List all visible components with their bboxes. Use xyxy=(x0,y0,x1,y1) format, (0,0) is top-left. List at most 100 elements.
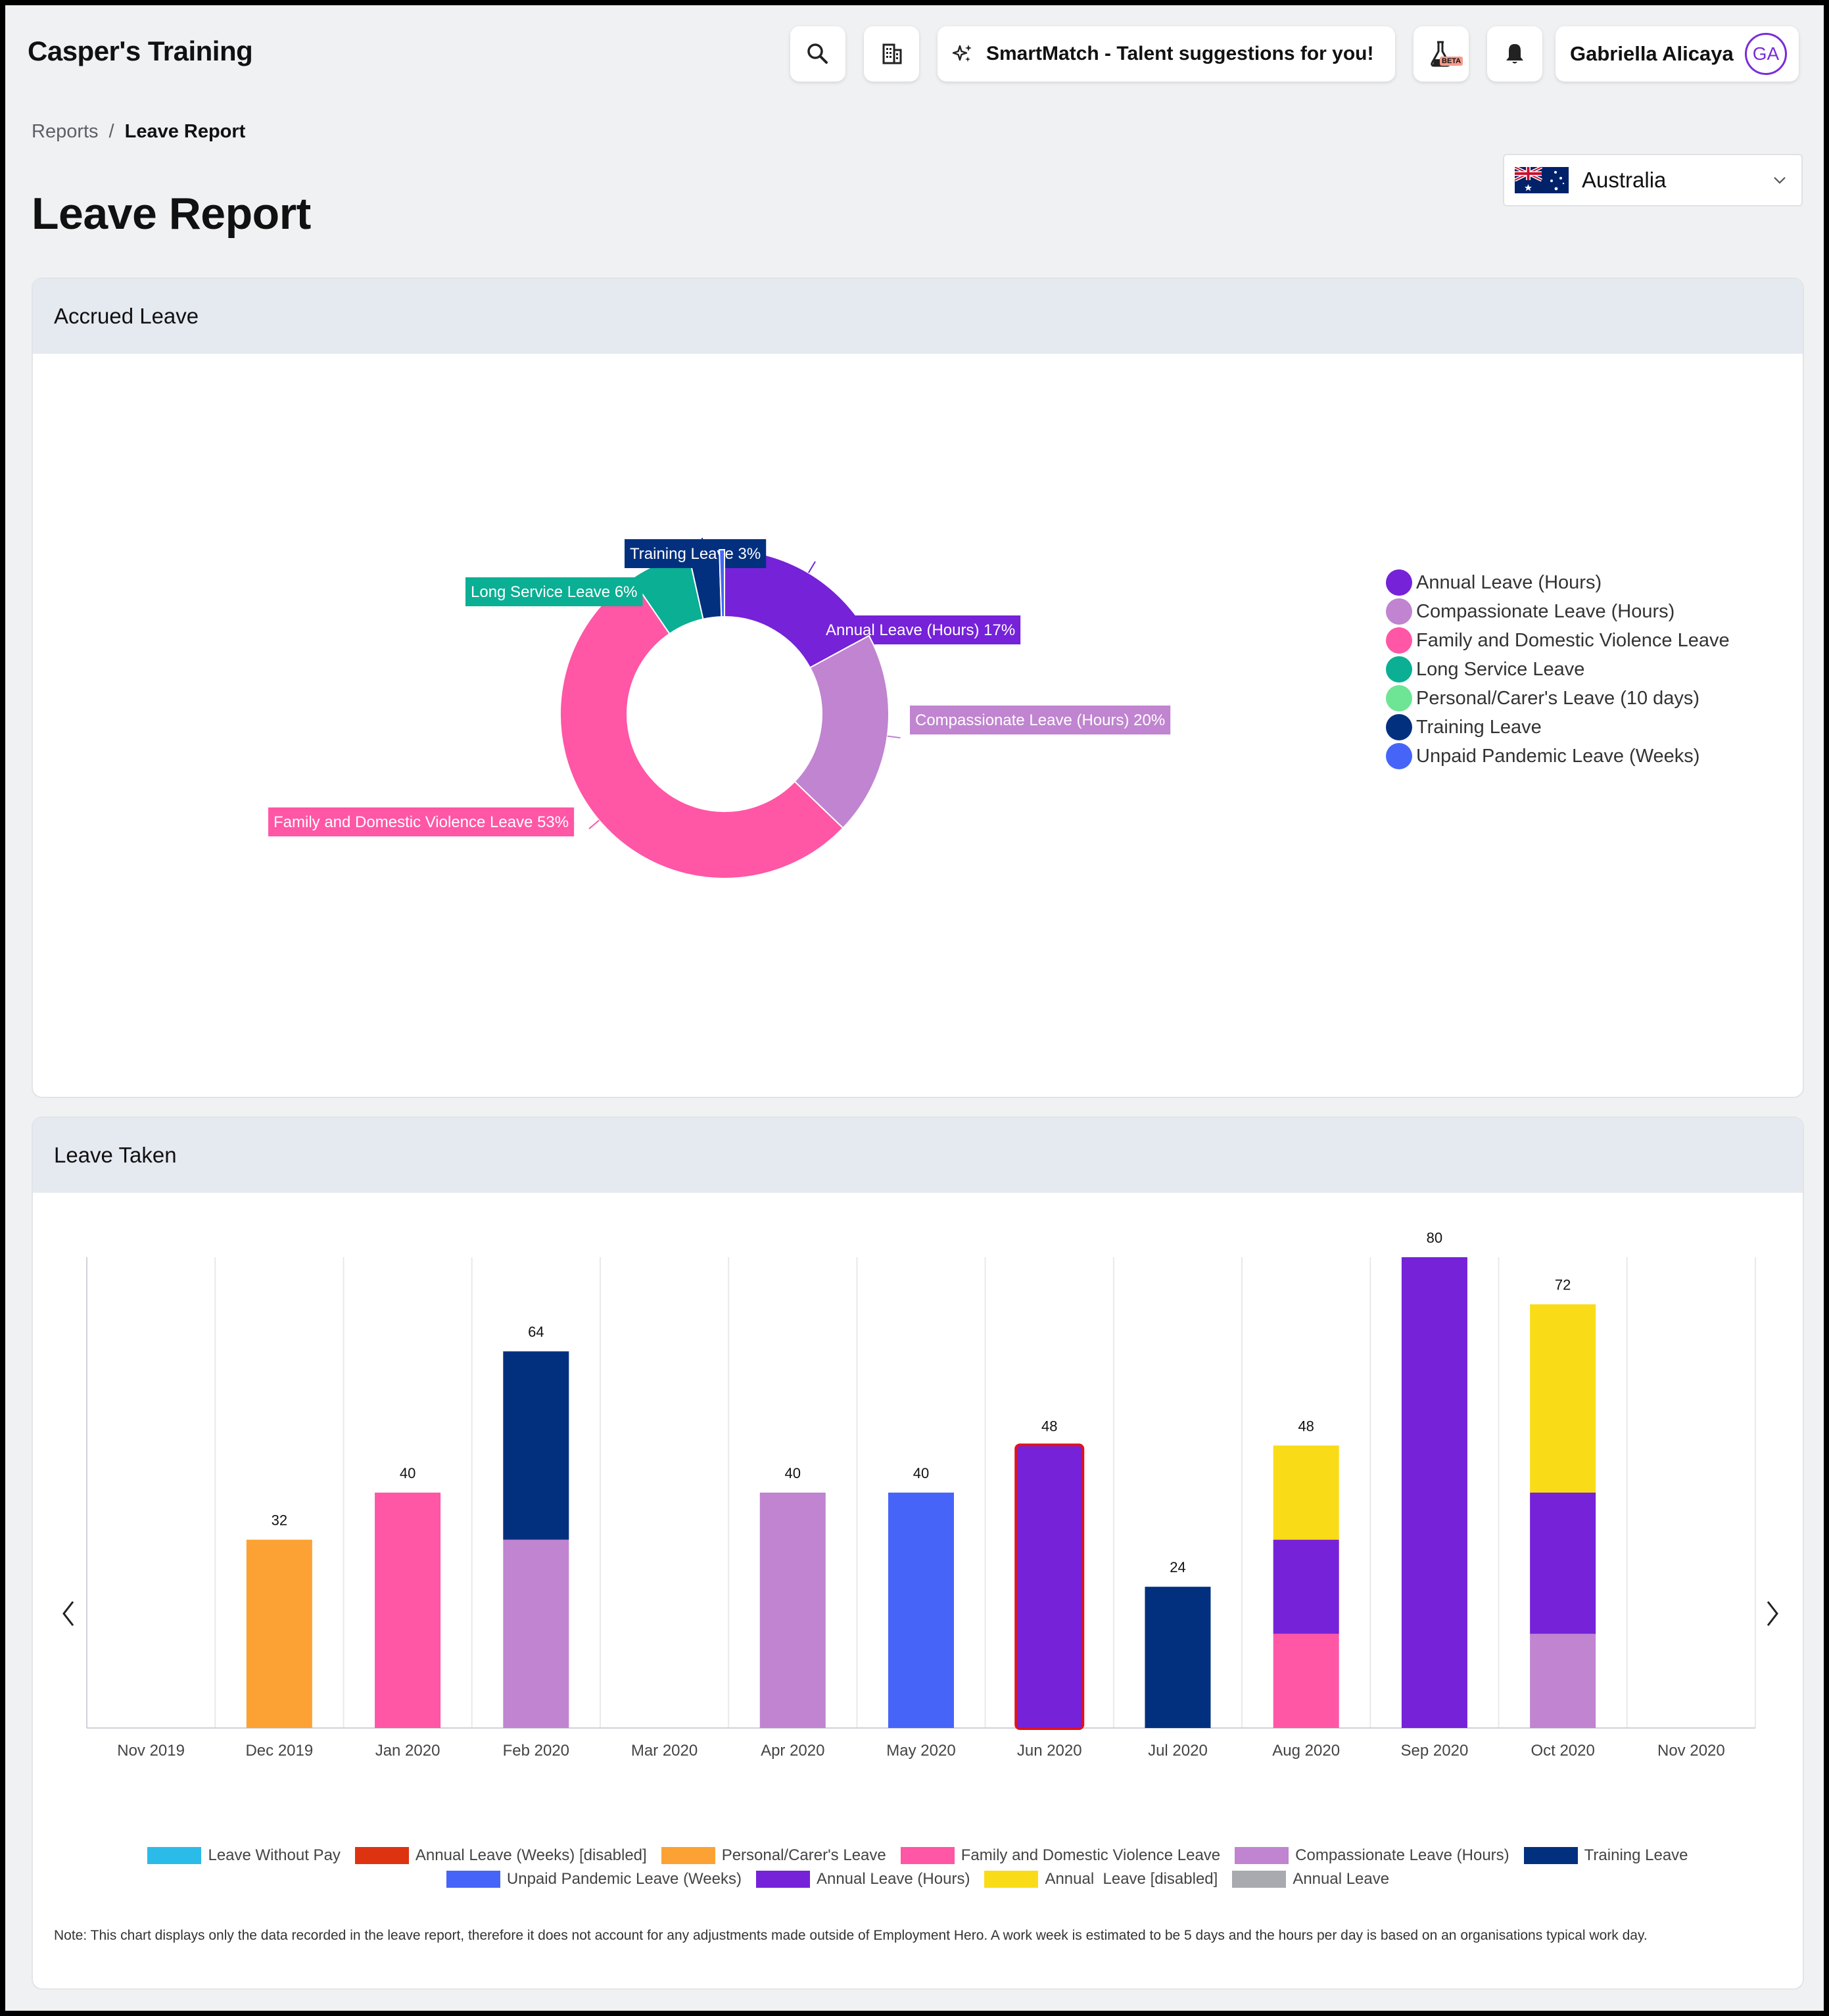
pie-legend-item[interactable]: Unpaid Pandemic Leave (Weeks) xyxy=(1386,742,1730,771)
pie-legend-item[interactable]: Training Leave xyxy=(1386,713,1730,742)
legend-swatch xyxy=(755,1871,810,1888)
pie-legend-item[interactable]: Annual Leave (Hours) xyxy=(1386,568,1730,597)
bar-legend-label: Annual Leave (Hours) xyxy=(816,1870,970,1888)
chart-next-button[interactable] xyxy=(1753,1594,1792,1633)
organisation-button[interactable] xyxy=(864,26,919,82)
bar-segment[interactable] xyxy=(246,1539,312,1728)
brand-name[interactable]: Casper's Training xyxy=(28,36,253,66)
x-tick-label: Jun 2020 xyxy=(1017,1742,1082,1760)
notifications-button[interactable] xyxy=(1487,26,1542,82)
bar-segment[interactable] xyxy=(1530,1633,1596,1728)
bar-legend-item[interactable]: Unpaid Pandemic Leave (Weeks) xyxy=(446,1870,742,1888)
legend-dot xyxy=(1386,743,1412,769)
pie-label-text: Compassionate Leave (Hours) 20% xyxy=(915,711,1165,729)
building-icon xyxy=(882,43,902,64)
pie-legend-label: Long Service Leave xyxy=(1416,658,1585,680)
accrued-leave-legend: Annual Leave (Hours) Compassionate Leave … xyxy=(1386,568,1730,771)
pie-slice[interactable] xyxy=(719,548,725,618)
bar-total-label: 32 xyxy=(272,1512,287,1529)
bar-legend-item[interactable]: Leave Without Pay xyxy=(147,1846,341,1865)
bar-total-label: 48 xyxy=(1298,1418,1314,1434)
legend-swatch xyxy=(661,1847,715,1864)
x-tick-label: May 2020 xyxy=(886,1742,955,1760)
bar-segment[interactable] xyxy=(503,1539,569,1728)
chart-prev-button[interactable] xyxy=(49,1594,88,1633)
legend-swatch xyxy=(446,1871,500,1888)
bar-legend-label: Family and Domestic Violence Leave xyxy=(961,1846,1221,1864)
legend-swatch xyxy=(354,1847,409,1864)
bar-legend-item[interactable]: Personal/Carer's Leave xyxy=(661,1846,886,1865)
labs-button[interactable]: BETA xyxy=(1413,26,1469,82)
pie-legend-label: Training Leave xyxy=(1416,716,1542,738)
bar-total-label: 40 xyxy=(400,1465,416,1481)
pie-slice-label: Long Service Leave 6% xyxy=(465,577,643,606)
x-tick-label: Mar 2020 xyxy=(631,1742,698,1760)
x-tick-label: Apr 2020 xyxy=(761,1742,824,1760)
pie-legend-item[interactable]: Personal/Carer's Leave (10 days) xyxy=(1386,684,1730,713)
legend-swatch xyxy=(147,1847,202,1864)
breadcrumb-reports[interactable]: Reports xyxy=(32,121,99,142)
bar-segment[interactable] xyxy=(1145,1587,1211,1728)
bar-legend-item[interactable]: Annual Leave xyxy=(1232,1870,1389,1888)
pie-legend-label: Family and Domestic Violence Leave xyxy=(1416,629,1730,651)
pie-slice[interactable] xyxy=(559,577,844,879)
pie-label-text: Long Service Leave 6% xyxy=(471,583,638,601)
bar-legend-item[interactable]: Training Leave xyxy=(1523,1846,1688,1865)
pie-legend-label: Unpaid Pandemic Leave (Weeks) xyxy=(1416,745,1700,767)
country-select-value: Australia xyxy=(1582,168,1667,192)
x-tick-label: Jan 2020 xyxy=(375,1742,440,1760)
pie-slice[interactable] xyxy=(794,635,890,829)
bar-legend-label: Leave Without Pay xyxy=(208,1846,341,1864)
x-tick-label: Jul 2020 xyxy=(1148,1742,1208,1760)
x-tick-label: Feb 2020 xyxy=(503,1742,569,1760)
bar-segment[interactable] xyxy=(888,1493,954,1728)
pie-legend-item[interactable]: Compassionate Leave (Hours) xyxy=(1386,597,1730,626)
bar-segment[interactable] xyxy=(1273,1445,1339,1540)
chart-note: Note: This chart displays only the data … xyxy=(54,1928,1648,1943)
bar-highlight xyxy=(1014,1443,1085,1730)
pie-label-text: Training Leave 3% xyxy=(630,545,761,563)
bar-legend-item[interactable]: Family and Domestic Violence Leave xyxy=(900,1846,1221,1865)
bar-segment[interactable] xyxy=(375,1493,441,1728)
bar-total-label: 80 xyxy=(1427,1230,1442,1246)
bar-segment[interactable] xyxy=(759,1493,826,1728)
bar-total-label: 40 xyxy=(785,1465,801,1481)
australia-flag-icon xyxy=(1515,167,1569,193)
bar-segment[interactable] xyxy=(1273,1539,1339,1634)
bar-legend-label: Training Leave xyxy=(1584,1846,1688,1864)
pie-slice-label: Training Leave 3% xyxy=(625,539,767,568)
pie-slice-label: Family and Domestic Violence Leave 53% xyxy=(268,807,575,836)
search-button[interactable] xyxy=(790,26,845,82)
chevron-down-icon xyxy=(1774,177,1786,184)
bar-segment[interactable] xyxy=(1273,1633,1339,1728)
user-name: Gabriella Alicaya xyxy=(1570,42,1734,65)
beta-badge: BETA xyxy=(1440,57,1463,66)
pie-legend-label: Personal/Carer's Leave (10 days) xyxy=(1416,687,1700,709)
bar-segment[interactable] xyxy=(1530,1304,1596,1493)
bar-segment[interactable] xyxy=(503,1351,569,1540)
bar-total-label: 24 xyxy=(1170,1559,1185,1575)
pie-label-text: Annual Leave (Hours) 17% xyxy=(826,621,1015,639)
bar-segment[interactable] xyxy=(1016,1445,1083,1728)
bar-segment[interactable] xyxy=(1401,1257,1467,1728)
bar-legend-item[interactable]: Compassionate Leave (Hours) xyxy=(1235,1846,1509,1865)
legend-dot xyxy=(1386,569,1412,596)
smartmatch-button[interactable]: SmartMatch - Talent suggestions for you! xyxy=(938,26,1395,82)
legend-swatch xyxy=(900,1847,955,1864)
bar-legend-label: Annual Leave xyxy=(1293,1870,1390,1888)
pie-legend-item[interactable]: Family and Domestic Violence Leave xyxy=(1386,626,1730,655)
bar-legend-item[interactable]: Annual Leave (Weeks) [disabled] xyxy=(354,1846,647,1865)
bar-legend-item[interactable]: Annual Leave (Hours) xyxy=(755,1870,970,1888)
accrued-leave-card: Accrued Leave Annual Leave (Hours) 17% Co… xyxy=(32,277,1804,1098)
pie-legend-item[interactable]: Long Service Leave xyxy=(1386,655,1730,684)
legend-dot xyxy=(1386,685,1412,711)
bar-segment[interactable] xyxy=(1530,1493,1596,1634)
bar-total-label: 48 xyxy=(1041,1418,1057,1434)
bar-legend-item[interactable]: Annual Leave [disabled] xyxy=(984,1870,1218,1888)
bar-legend-row: Unpaid Pandemic Leave (Weeks) Annual Leav… xyxy=(446,1870,1389,1888)
bell-icon xyxy=(1506,44,1523,64)
smartmatch-label: SmartMatch - Talent suggestions for you! xyxy=(986,43,1374,64)
bar-legend-label: Unpaid Pandemic Leave (Weeks) xyxy=(506,1870,742,1888)
user-menu[interactable]: Gabriella Alicaya GA xyxy=(1556,26,1799,82)
country-select[interactable]: Australia xyxy=(1503,154,1803,206)
